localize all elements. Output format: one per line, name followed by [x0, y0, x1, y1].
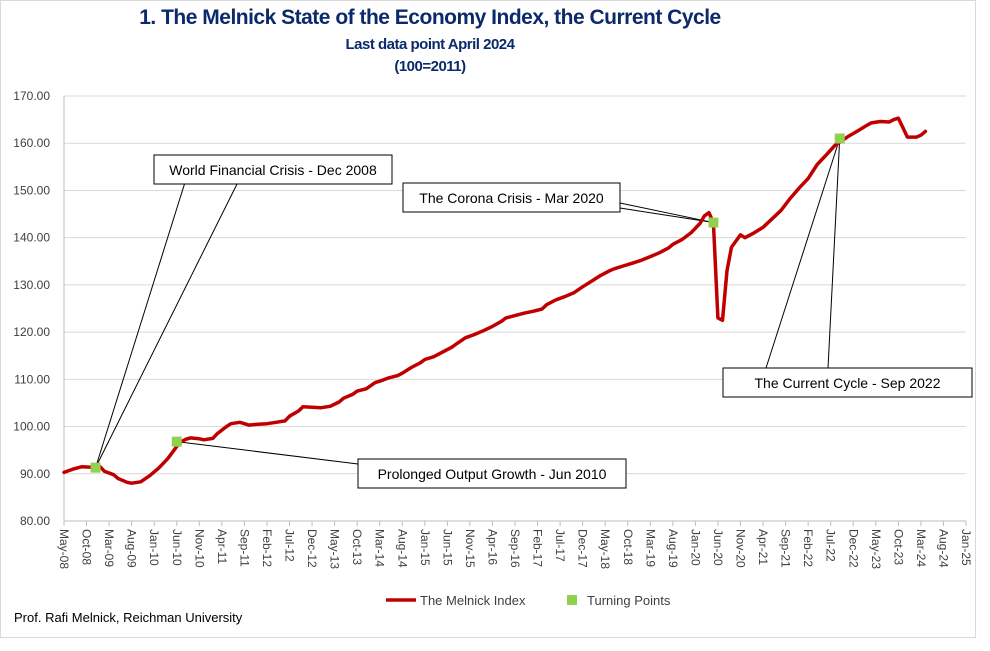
series-line-melnick-index	[62, 116, 928, 485]
x-tick-label: Sep-16	[508, 529, 522, 568]
author-credit: Prof. Rafi Melnick, Reichman University	[14, 610, 243, 625]
turning-point-marker	[708, 217, 719, 228]
x-axis: May-08 Oct-08 Mar-09 Aug-09 Jan-10 Jun-10 Nov-…	[57, 96, 973, 569]
y-tick-label: 90.00	[20, 467, 50, 481]
y-tick-label: 150.00	[13, 183, 50, 197]
x-tick-label: May-18	[598, 529, 612, 569]
x-tick-label: Aug-09	[125, 529, 139, 568]
x-tick-label: May-08	[57, 529, 71, 569]
x-tick-label: Jun-20	[711, 529, 725, 566]
annotation-box	[357, 458, 627, 489]
x-tick-label: Feb-12	[260, 529, 274, 567]
x-tick-label: Oct-23	[891, 529, 905, 565]
x-tick-label: Jul-17	[553, 529, 567, 562]
x-tick-label: May-13	[328, 529, 342, 569]
chart-frame	[0, 0, 976, 638]
x-tick-label: Sep-11	[237, 529, 251, 567]
x-tick-label: Aug-24	[936, 529, 950, 568]
x-tick-label: Feb-17	[531, 529, 545, 567]
annotation-leader	[827, 138, 841, 369]
y-tick-label: 140.00	[13, 231, 50, 245]
x-tick-label: Jun-10	[170, 529, 184, 566]
annotations: World Financial Crisis - Dec 2008 Prolong…	[95, 138, 973, 489]
y-tick-label: 80.00	[20, 514, 50, 528]
turning-point-marker	[171, 436, 182, 447]
annotation-box	[402, 182, 621, 213]
y-axis: 80.00 90.00 100.00 110.00 120.00 130.00 140.00…	[13, 89, 50, 528]
x-tick-label: Jan-15	[418, 529, 432, 566]
x-tick-label: Dec-12	[305, 529, 319, 568]
chart-subtitle-base: (100=2011)	[394, 58, 466, 75]
x-tick-label: Jan-25	[959, 529, 973, 566]
x-tick-label: Dec-17	[576, 529, 590, 568]
y-tick-label: 130.00	[13, 278, 50, 292]
legend-label-index: The Melnick Index	[420, 593, 526, 608]
x-tick-label: Jun-15	[440, 529, 454, 566]
y-tick-label: 100.00	[13, 420, 50, 434]
legend-label-turning: Turning Points	[587, 593, 671, 608]
x-tick-label: Mar-19	[643, 529, 657, 567]
x-tick-label: May-23	[869, 529, 883, 569]
annotation-label: Prolonged Output Growth - Jun 2010	[378, 466, 607, 482]
x-tick-label: Sep-21	[779, 529, 793, 568]
x-tick-label: Jul-22	[824, 529, 838, 562]
x-tick-label: Nov-15	[463, 529, 477, 568]
y-tick-label: 170.00	[13, 89, 50, 103]
annotation-leader	[176, 441, 359, 465]
x-tick-label: Mar-09	[102, 529, 116, 567]
turning-point-marker	[834, 133, 845, 144]
turning-point-marker	[90, 462, 101, 473]
x-tick-label: Feb-22	[801, 529, 815, 567]
x-tick-label: Jan-10	[147, 529, 161, 566]
annotation-label: The Corona Crisis - Mar 2020	[419, 190, 604, 206]
x-tick-label: Jul-12	[283, 529, 297, 562]
x-tick-label: Nov-20	[734, 529, 748, 568]
annotation-leader	[95, 159, 193, 468]
annotation-leader	[619, 207, 714, 224]
annotation-label: The Current Cycle - Sep 2022	[755, 375, 941, 391]
x-tick-label: Oct-08	[80, 529, 94, 565]
x-tick-label: Apr-11	[215, 529, 229, 564]
annotation-leader	[765, 138, 841, 369]
x-tick-label: Apr-21	[756, 529, 770, 565]
x-tick-label: Aug-14	[395, 529, 409, 568]
chart-title: 1. The Melnick State of the Economy Inde…	[139, 6, 721, 29]
chart-subtitle: Last data point April 2024	[345, 36, 516, 53]
x-tick-label: Mar-24	[914, 529, 928, 567]
annotation-box	[722, 367, 973, 398]
y-tick-label: 120.00	[13, 325, 50, 339]
x-tick-label: Mar-14	[373, 529, 387, 567]
x-tick-label: Oct-18	[621, 529, 635, 565]
x-tick-label: Nov-10	[192, 529, 206, 568]
x-tick-label: Aug-19	[666, 529, 680, 568]
annotation-leader	[95, 159, 250, 468]
x-tick-label: Dec-22	[846, 529, 860, 568]
annotation-leader	[619, 202, 714, 224]
x-tick-label: Oct-13	[350, 529, 364, 565]
annotation-label: World Financial Crisis - Dec 2008	[169, 162, 377, 178]
y-tick-label: 160.00	[13, 136, 50, 150]
x-tick-label: Apr-16	[485, 529, 499, 565]
legend-swatch-turning	[567, 595, 577, 605]
annotation-box	[153, 154, 393, 185]
series-layer	[62, 116, 928, 485]
legend: The Melnick Index Turning Points	[386, 593, 671, 608]
x-tick-label: Jan-20	[688, 529, 702, 566]
y-tick-label: 110.00	[14, 372, 50, 386]
